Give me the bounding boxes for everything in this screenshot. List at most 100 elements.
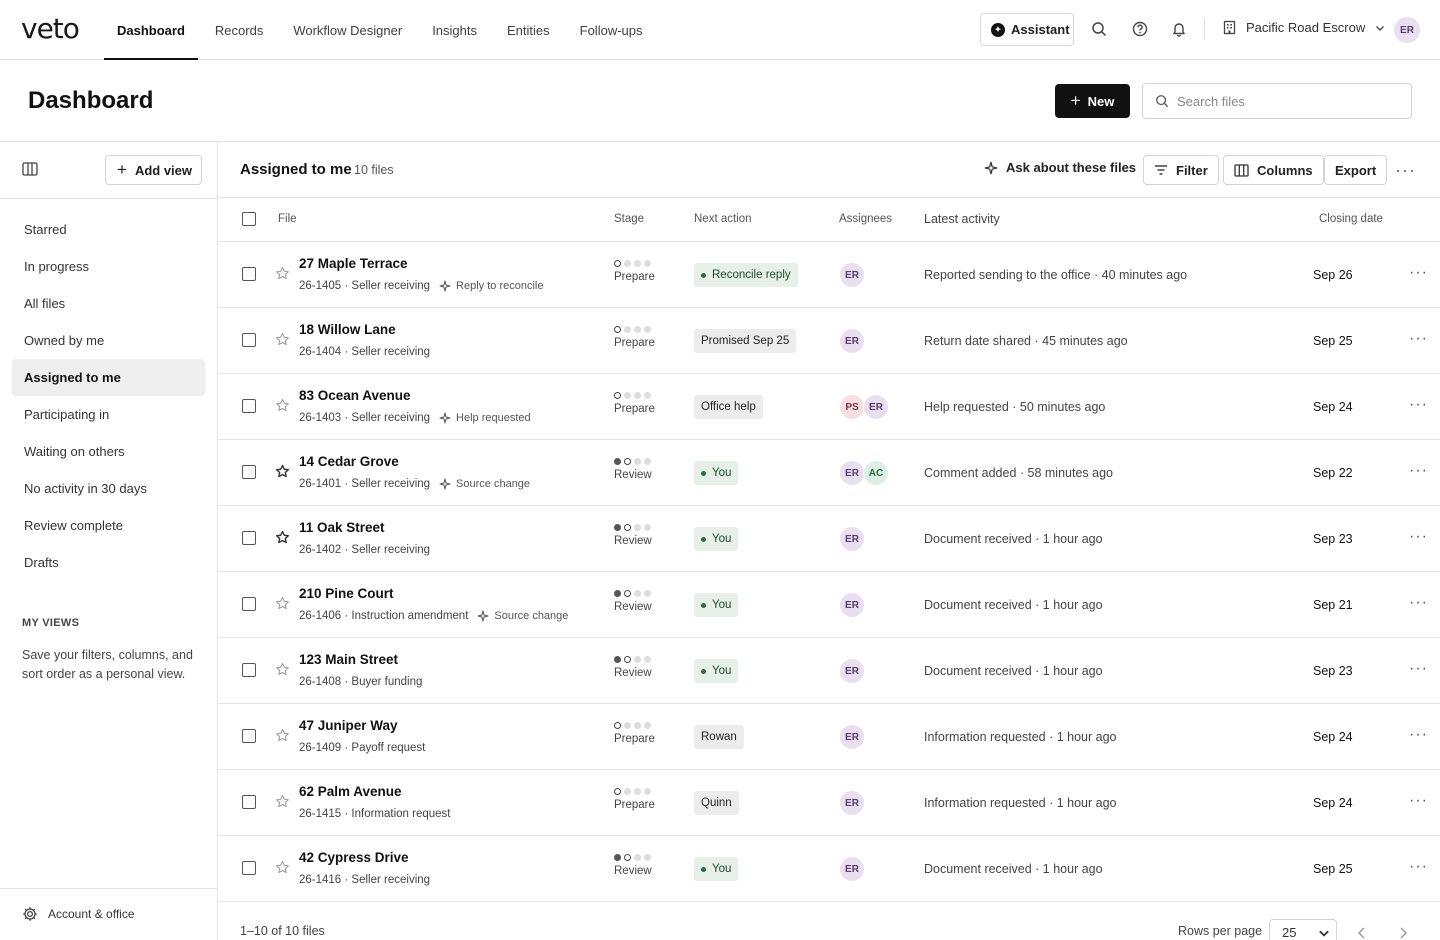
export-button[interactable]: Export xyxy=(1324,155,1388,185)
assistant-button[interactable]: ✦ Assistant xyxy=(980,13,1074,46)
row-checkbox[interactable] xyxy=(242,333,256,347)
next-action-badge[interactable]: You xyxy=(694,527,739,551)
search-icon[interactable] xyxy=(1090,20,1108,38)
tab-entities[interactable]: Entities xyxy=(507,22,550,38)
file-name[interactable]: 123 Main Street xyxy=(299,652,399,667)
rows-per-page-select[interactable]: 25 xyxy=(1269,919,1337,940)
row-more-icon[interactable]: ··· xyxy=(1409,264,1428,281)
star-icon[interactable] xyxy=(275,662,290,677)
file-name[interactable]: 14 Cedar Grove xyxy=(299,454,399,469)
bell-icon[interactable] xyxy=(1170,20,1188,38)
tab-follow-ups[interactable]: Follow-ups xyxy=(579,22,643,38)
file-name[interactable]: 18 Willow Lane xyxy=(299,322,396,337)
table-row[interactable]: 14 Cedar Grove 26-1401 · Seller receivin… xyxy=(218,440,1440,506)
table-row[interactable]: 11 Oak Street 26-1402 · Seller receiving… xyxy=(218,506,1440,572)
star-filled-icon[interactable] xyxy=(275,530,290,545)
assignee-avatar[interactable]: ER xyxy=(839,460,865,486)
org-switcher[interactable]: Pacific Road Escrow xyxy=(1222,20,1385,35)
row-more-icon[interactable]: ··· xyxy=(1409,462,1428,479)
assignee-avatar[interactable]: ER xyxy=(839,724,865,750)
column-header-next-action[interactable]: Next action xyxy=(694,213,752,225)
next-action-badge[interactable]: You xyxy=(694,659,739,683)
previous-page-icon[interactable] xyxy=(1357,926,1367,940)
row-more-icon[interactable]: ··· xyxy=(1409,396,1428,413)
row-checkbox[interactable] xyxy=(242,399,256,413)
table-row[interactable]: 210 Pine Court 26-1406 · Instruction ame… xyxy=(218,572,1440,638)
app-logo[interactable]: veto xyxy=(21,12,80,45)
sidebar-item-all-files[interactable]: All files xyxy=(24,296,66,311)
file-name[interactable]: 11 Oak Street xyxy=(299,520,385,535)
table-row[interactable]: 42 Cypress Drive 26-1416 · Seller receiv… xyxy=(218,836,1440,902)
sidebar-item-waiting-on-others[interactable]: Waiting on others xyxy=(24,444,125,459)
next-action-badge[interactable]: Office help xyxy=(694,395,763,419)
next-action-badge[interactable]: Quinn xyxy=(694,791,739,815)
row-checkbox[interactable] xyxy=(242,267,256,281)
column-header-file[interactable]: File xyxy=(278,213,297,225)
tab-insights[interactable]: Insights xyxy=(432,22,477,38)
sidebar-item-starred[interactable]: Starred xyxy=(24,222,67,237)
sidebar-item-no-activity-in-30-days[interactable]: No activity in 30 days xyxy=(24,481,147,496)
sidebar-item-assigned-to-me[interactable]: Assigned to me xyxy=(12,359,205,396)
help-icon[interactable] xyxy=(1131,20,1149,38)
star-filled-icon[interactable] xyxy=(275,464,290,479)
sidebar-item-owned-by-me[interactable]: Owned by me xyxy=(24,333,105,348)
star-icon[interactable] xyxy=(275,728,290,743)
sidebar-item-participating-in[interactable]: Participating in xyxy=(24,407,110,422)
row-more-icon[interactable]: ··· xyxy=(1409,594,1428,611)
row-checkbox[interactable] xyxy=(242,861,256,875)
table-row[interactable]: 47 Juniper Way 26-1409 · Payoff request … xyxy=(218,704,1440,770)
row-checkbox[interactable] xyxy=(242,795,256,809)
next-page-icon[interactable] xyxy=(1398,926,1408,940)
row-checkbox[interactable] xyxy=(242,663,256,677)
search-files-input[interactable] xyxy=(1177,93,1397,109)
sidebar-item-review-complete[interactable]: Review complete xyxy=(24,518,123,533)
add-view-button[interactable]: + Add view xyxy=(105,155,202,185)
account-office-link[interactable]: Account & office xyxy=(22,906,135,922)
star-icon[interactable] xyxy=(275,266,290,281)
row-more-icon[interactable]: ··· xyxy=(1409,660,1428,677)
row-checkbox[interactable] xyxy=(242,531,256,545)
column-header-closing-date[interactable]: Closing date xyxy=(1319,213,1383,225)
row-checkbox[interactable] xyxy=(242,729,256,743)
search-files[interactable] xyxy=(1142,83,1412,119)
assignee-avatar[interactable]: ER xyxy=(839,592,865,618)
filter-button[interactable]: Filter xyxy=(1143,155,1219,185)
star-icon[interactable] xyxy=(275,794,290,809)
table-row[interactable]: 27 Maple Terrace 26-1405 · Seller receiv… xyxy=(218,242,1440,308)
assignee-avatar[interactable]: ER xyxy=(839,526,865,552)
table-row[interactable]: 18 Willow Lane 26-1404 · Seller receivin… xyxy=(218,308,1440,374)
next-action-badge[interactable]: Reconcile reply xyxy=(694,263,798,287)
assignee-avatar[interactable]: AC xyxy=(863,460,889,486)
row-checkbox[interactable] xyxy=(242,465,256,479)
row-more-icon[interactable]: ··· xyxy=(1409,792,1428,809)
ask-about-files-button[interactable]: Ask about these files xyxy=(984,160,1136,175)
new-button[interactable]: + New xyxy=(1055,84,1130,118)
file-name[interactable]: 83 Ocean Avenue xyxy=(299,388,411,403)
row-more-icon[interactable]: ··· xyxy=(1409,330,1428,347)
table-row[interactable]: 83 Ocean Avenue 26-1403 · Seller receivi… xyxy=(218,374,1440,440)
tab-workflow-designer[interactable]: Workflow Designer xyxy=(293,22,403,38)
next-action-badge[interactable]: Promised Sep 25 xyxy=(694,329,797,353)
table-row[interactable]: 62 Palm Avenue 26-1415 · Information req… xyxy=(218,770,1440,836)
row-checkbox[interactable] xyxy=(242,597,256,611)
file-name[interactable]: 27 Maple Terrace xyxy=(299,256,408,271)
assignee-avatar[interactable]: ER xyxy=(839,790,865,816)
star-icon[interactable] xyxy=(275,860,290,875)
row-more-icon[interactable]: ··· xyxy=(1409,726,1428,743)
assignee-avatar[interactable]: ER xyxy=(839,262,865,288)
file-name[interactable]: 47 Juniper Way xyxy=(299,718,398,733)
star-icon[interactable] xyxy=(275,398,290,413)
select-all-checkbox[interactable] xyxy=(242,212,256,226)
next-action-badge[interactable]: Rowan xyxy=(694,725,744,749)
more-options-icon[interactable]: ··· xyxy=(1395,160,1416,180)
next-action-badge[interactable]: You xyxy=(694,593,739,617)
user-avatar[interactable]: ER xyxy=(1394,17,1420,43)
next-action-badge[interactable]: You xyxy=(694,461,739,485)
star-icon[interactable] xyxy=(275,332,290,347)
column-header-stage[interactable]: Stage xyxy=(614,213,645,225)
file-name[interactable]: 62 Palm Avenue xyxy=(299,784,402,799)
column-header-assignees[interactable]: Assignees xyxy=(839,213,893,225)
row-more-icon[interactable]: ··· xyxy=(1409,528,1428,545)
column-header-latest-activity[interactable]: Latest activity xyxy=(924,212,1000,226)
sidebar-item-in-progress[interactable]: In progress xyxy=(24,259,90,274)
